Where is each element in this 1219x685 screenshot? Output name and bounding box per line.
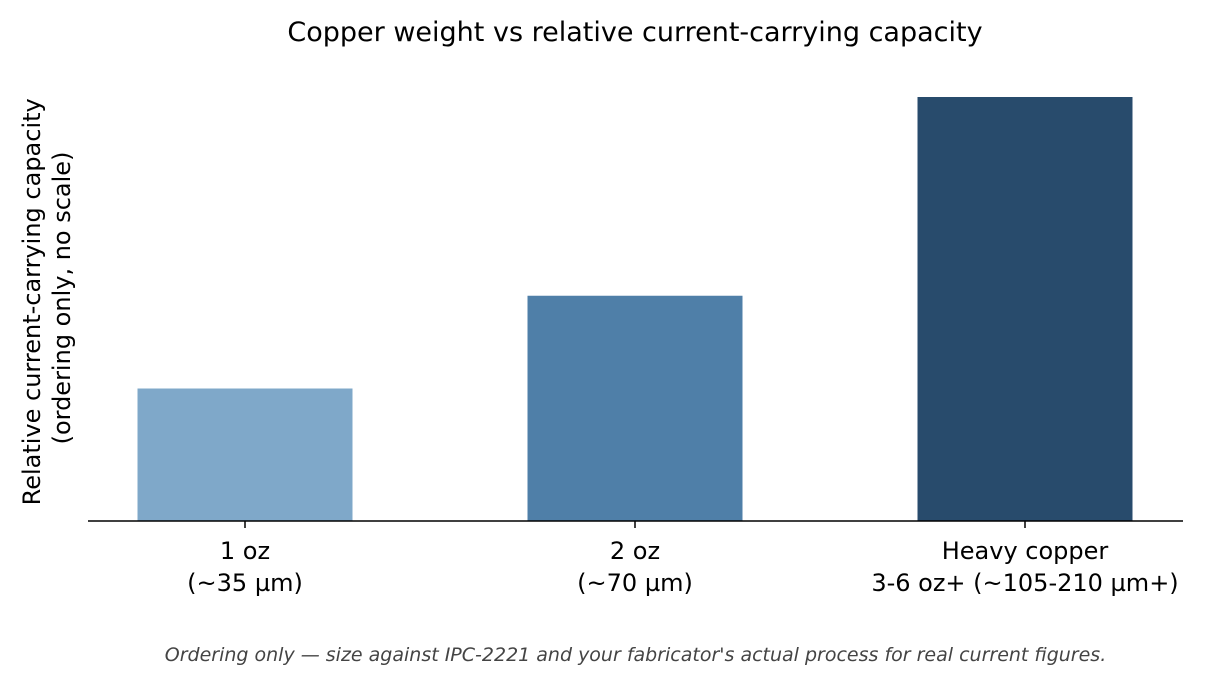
x-tick-label-1-line-2: (~35 µm) xyxy=(187,569,303,597)
x-tick-label-3-line-2: 3-6 oz+ (~105-210 µm+) xyxy=(871,569,1178,597)
bar-2 xyxy=(527,295,743,521)
y-axis-label: Relative current-carrying capacity (orde… xyxy=(18,91,76,506)
chart-title: Copper weight vs relative current-carryi… xyxy=(287,17,982,48)
x-tick-label-1: 1 oz (~35 µm) xyxy=(187,537,303,597)
chart-footnote: Ordering only — size against IPC-2221 an… xyxy=(164,644,1107,666)
x-ticks-layer: 1 oz (~35 µm) 2 oz (~70 µm) Heavy copper 3-6 … xyxy=(187,521,1179,597)
bars-layer xyxy=(137,97,1133,521)
x-tick-label-2: 2 oz (~70 µm) xyxy=(577,537,693,597)
bar-3 xyxy=(917,97,1133,521)
x-tick-label-1-line-1: 1 oz xyxy=(220,537,270,565)
x-tick-label-2-line-1: 2 oz xyxy=(610,537,660,565)
x-tick-label-3: Heavy copper 3-6 oz+ (~105-210 µm+) xyxy=(871,537,1178,597)
y-axis-label-line-1: Relative current-carrying capacity xyxy=(18,98,46,505)
y-axis-label-line-2: (ordering only, no scale) xyxy=(48,152,76,445)
x-tick-label-3-line-1: Heavy copper xyxy=(942,537,1109,565)
x-tick-label-2-line-2: (~70 µm) xyxy=(577,569,693,597)
bar-1 xyxy=(137,388,353,521)
